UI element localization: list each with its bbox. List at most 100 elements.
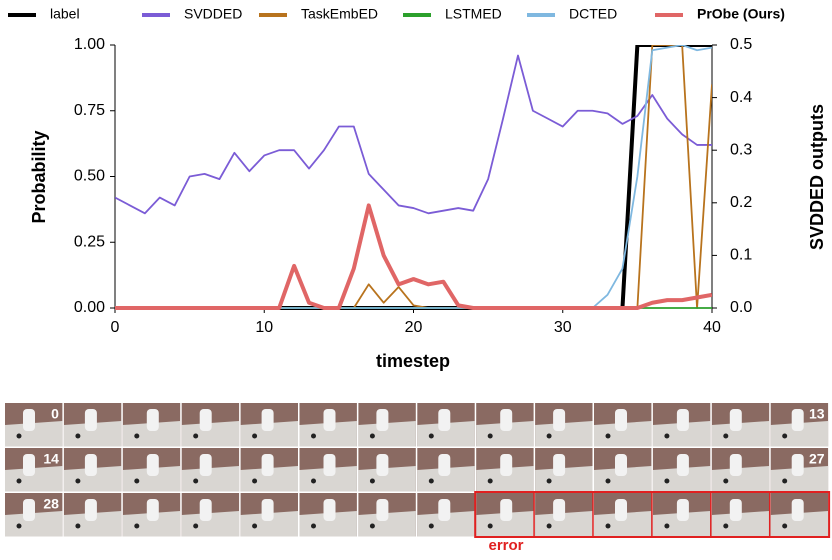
frame-object bbox=[369, 478, 375, 484]
x-tick-label: 0 bbox=[111, 319, 120, 336]
y-axis-label: Probability bbox=[29, 130, 49, 223]
frame-table bbox=[594, 466, 652, 492]
frame-label: 27 bbox=[809, 451, 825, 467]
frame-robot bbox=[676, 499, 689, 521]
frame-robot bbox=[261, 409, 274, 431]
y-tick-label: 0.00 bbox=[74, 299, 105, 316]
frame-table bbox=[417, 511, 475, 537]
frame-table bbox=[476, 511, 534, 537]
frame-table bbox=[770, 466, 829, 492]
frame-table bbox=[5, 511, 63, 537]
frame-robot bbox=[500, 409, 513, 431]
frame-object bbox=[605, 433, 611, 439]
frame-robot bbox=[199, 454, 212, 476]
y-tick-label: 0.75 bbox=[74, 102, 105, 119]
frame-table bbox=[240, 421, 298, 447]
frame-robot bbox=[23, 499, 35, 521]
frame-robot bbox=[146, 499, 159, 521]
frame-robot bbox=[23, 454, 35, 476]
series-line bbox=[115, 45, 712, 309]
y-tick-label: 0.25 bbox=[74, 233, 105, 250]
frame-object bbox=[546, 433, 552, 439]
frame-robot bbox=[729, 499, 742, 521]
frame-object bbox=[546, 523, 552, 529]
frame-robot bbox=[729, 409, 742, 431]
frame-robot bbox=[199, 499, 212, 521]
frame-object bbox=[193, 433, 199, 439]
frame-object bbox=[252, 523, 258, 529]
frame-table bbox=[535, 511, 593, 537]
frame-object bbox=[782, 433, 788, 439]
frame-robot bbox=[146, 454, 159, 476]
frame-table bbox=[122, 511, 181, 537]
legend-label: label bbox=[50, 6, 80, 22]
frame-label: 14 bbox=[43, 451, 59, 467]
y2-tick-label: 0.4 bbox=[730, 89, 752, 106]
frame-robot bbox=[438, 499, 451, 521]
frame-robot bbox=[323, 454, 336, 476]
legend-label: TaskEmbED bbox=[301, 6, 378, 22]
frame-table bbox=[63, 466, 122, 492]
frame-robot bbox=[553, 409, 566, 431]
frame-robot bbox=[376, 409, 389, 431]
frame-table bbox=[711, 421, 770, 447]
frame-robot bbox=[553, 499, 566, 521]
frame-table bbox=[358, 421, 416, 447]
frame-object bbox=[193, 523, 199, 529]
frame-table bbox=[181, 466, 240, 492]
frame-object bbox=[311, 433, 316, 439]
frame-object bbox=[664, 523, 670, 529]
frame-robot bbox=[615, 409, 627, 431]
frame-robot bbox=[615, 454, 627, 476]
legend-label: PrObe (Ours) bbox=[697, 6, 785, 22]
y2-tick-label: 0.3 bbox=[730, 141, 752, 158]
frame-robot bbox=[261, 499, 274, 521]
frame-object bbox=[664, 433, 670, 439]
frame-table bbox=[299, 466, 357, 492]
frame-table bbox=[535, 466, 593, 492]
x-tick-label: 40 bbox=[703, 319, 721, 336]
legend-label: LSTMED bbox=[445, 6, 502, 22]
frame-table bbox=[5, 466, 63, 492]
frame-object bbox=[311, 523, 316, 529]
frame-robot bbox=[323, 409, 336, 431]
frame-table bbox=[181, 511, 240, 537]
frame-table bbox=[181, 421, 240, 447]
frame-object bbox=[723, 478, 729, 484]
frame-object bbox=[428, 433, 434, 439]
frame-object bbox=[16, 478, 22, 484]
frame-robot bbox=[729, 454, 742, 476]
frame-object bbox=[782, 478, 788, 484]
frame-table bbox=[122, 466, 181, 492]
y2-tick-label: 0.5 bbox=[730, 36, 752, 53]
frame-object bbox=[428, 523, 434, 529]
frame-robot bbox=[84, 454, 97, 476]
frame-robot bbox=[500, 454, 513, 476]
y2-tick-label: 0.2 bbox=[730, 194, 752, 211]
frame-table bbox=[770, 421, 829, 447]
frame-robot bbox=[791, 499, 804, 521]
frame-table bbox=[63, 511, 122, 537]
frame-table bbox=[358, 466, 416, 492]
frame-table bbox=[358, 511, 416, 537]
frame-object bbox=[723, 433, 729, 439]
frame-object bbox=[605, 478, 611, 484]
frame-object bbox=[16, 523, 22, 529]
frame-table bbox=[63, 421, 122, 447]
frame-object bbox=[134, 433, 140, 439]
frame-object bbox=[428, 478, 434, 484]
frame-robot bbox=[791, 454, 804, 476]
frame-object bbox=[311, 478, 316, 484]
frame-object bbox=[664, 478, 670, 484]
frame-table bbox=[711, 466, 770, 492]
frame-object bbox=[16, 433, 22, 439]
y2-tick-label: 0.0 bbox=[730, 299, 752, 316]
x-tick-label: 10 bbox=[255, 319, 273, 336]
frame-object bbox=[605, 523, 611, 529]
frame-robot bbox=[146, 409, 159, 431]
frame-table bbox=[535, 421, 593, 447]
frame-object bbox=[134, 478, 140, 484]
frame-table bbox=[652, 511, 711, 537]
frame-robot bbox=[553, 454, 566, 476]
